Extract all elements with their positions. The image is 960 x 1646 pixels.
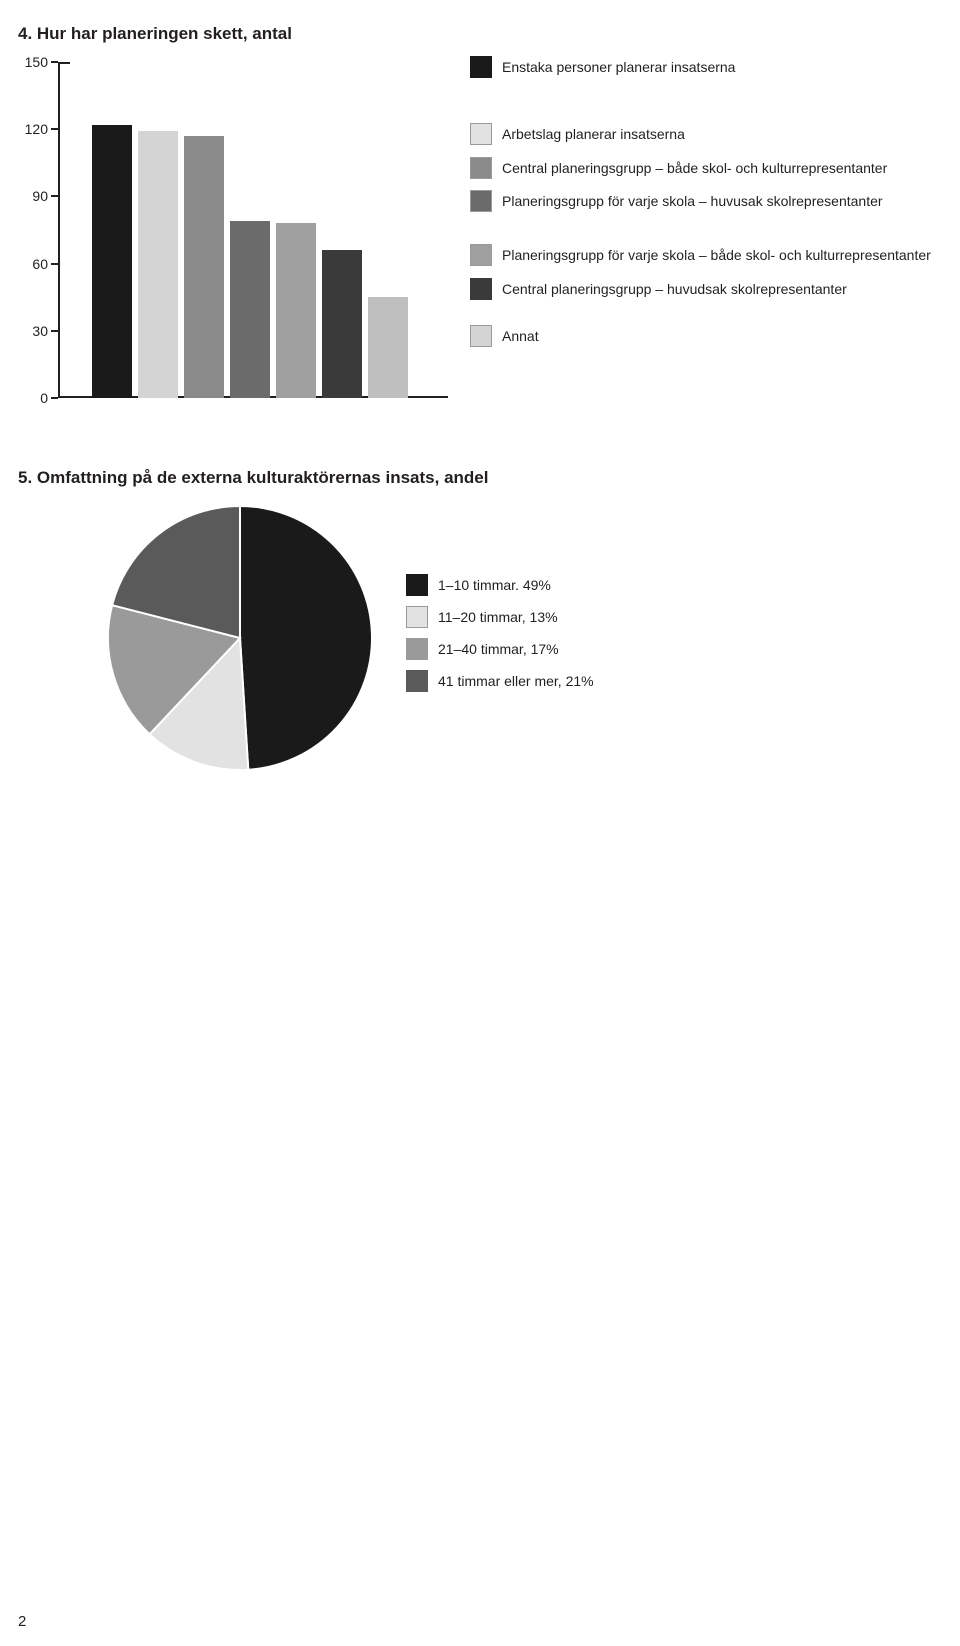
bar-1 <box>92 125 132 398</box>
legend-item: 41 timmar eller mer, 21% <box>406 670 594 692</box>
ytick-label: 120 <box>25 121 48 137</box>
legend-label: Planeringsgrupp för varje skola – både s… <box>502 247 931 263</box>
pie-chart-legend: 1–10 timmar. 49% 11–20 timmar, 13% 21–40… <box>406 574 594 702</box>
section4-row: 0306090120150 Enstaka personer planerar … <box>18 62 942 398</box>
bar-chart-legend: Enstaka personer planerar insatserna Arb… <box>470 62 942 398</box>
legend-item: 11–20 timmar, 13% <box>406 606 594 628</box>
legend-label: 1–10 timmar. 49% <box>438 577 551 593</box>
legend-swatch <box>470 244 492 266</box>
legend-swatch <box>470 157 492 179</box>
legend-label: Enstaka personer planerar insatserna <box>502 59 735 75</box>
section4-title: 4. Hur har planeringen skett, antal <box>18 24 942 44</box>
legend-swatch <box>470 325 492 347</box>
legend-swatch <box>406 638 428 660</box>
legend-item: Central planeringsgrupp – både skol- och… <box>470 157 887 179</box>
legend-swatch <box>470 56 492 78</box>
legend-label: Arbetslag planerar insatserna <box>502 126 685 142</box>
bar-6 <box>322 250 362 398</box>
legend-swatch <box>406 574 428 596</box>
bar-4 <box>230 221 270 398</box>
legend-label: Planeringsgrupp för varje skola – huvusa… <box>502 193 883 209</box>
pie-row: 1–10 timmar. 49% 11–20 timmar, 13% 21–40… <box>18 506 942 770</box>
ytick-label: 90 <box>32 188 48 204</box>
legend-item: Annat <box>470 325 539 347</box>
legend-item: 21–40 timmar, 17% <box>406 638 594 660</box>
legend-swatch <box>406 670 428 692</box>
legend-item: Planeringsgrupp för varje skola – huvusa… <box>470 190 883 212</box>
page-number: 2 <box>18 1613 26 1630</box>
legend-item: Arbetslag planerar insatserna <box>470 123 887 145</box>
bar-chart: 0306090120150 <box>58 62 448 398</box>
bar-7 <box>368 297 408 398</box>
legend-item: Enstaka personer planerar insatserna <box>470 56 735 78</box>
ytick-label: 30 <box>32 323 48 339</box>
legend-label: Central planeringsgrupp – huvudsak skolr… <box>502 281 847 297</box>
pie-slice <box>240 506 372 770</box>
legend-swatch <box>470 123 492 145</box>
pie-chart <box>108 506 372 770</box>
legend-label: 41 timmar eller mer, 21% <box>438 673 594 689</box>
ytick-label: 0 <box>40 390 48 406</box>
bar-2 <box>138 131 178 398</box>
legend-label: 21–40 timmar, 17% <box>438 641 559 657</box>
legend-item: Planeringsgrupp för varje skola – både s… <box>470 244 931 266</box>
bar-3 <box>184 136 224 398</box>
ytick-label: 150 <box>25 54 48 70</box>
legend-swatch <box>470 278 492 300</box>
legend-swatch <box>406 606 428 628</box>
page: 4. Hur har planeringen skett, antal 0306… <box>0 0 960 1646</box>
legend-item: 1–10 timmar. 49% <box>406 574 594 596</box>
section5-title: 5. Omfattning på de externa kulturaktöre… <box>18 468 942 488</box>
ytick-label: 60 <box>32 256 48 272</box>
bar-5 <box>276 223 316 398</box>
legend-label: Annat <box>502 328 539 344</box>
legend-swatch <box>470 190 492 212</box>
legend-label: Central planeringsgrupp – både skol- och… <box>502 160 887 176</box>
legend-label: 11–20 timmar, 13% <box>438 609 558 625</box>
legend-item: Central planeringsgrupp – huvudsak skolr… <box>470 278 931 300</box>
